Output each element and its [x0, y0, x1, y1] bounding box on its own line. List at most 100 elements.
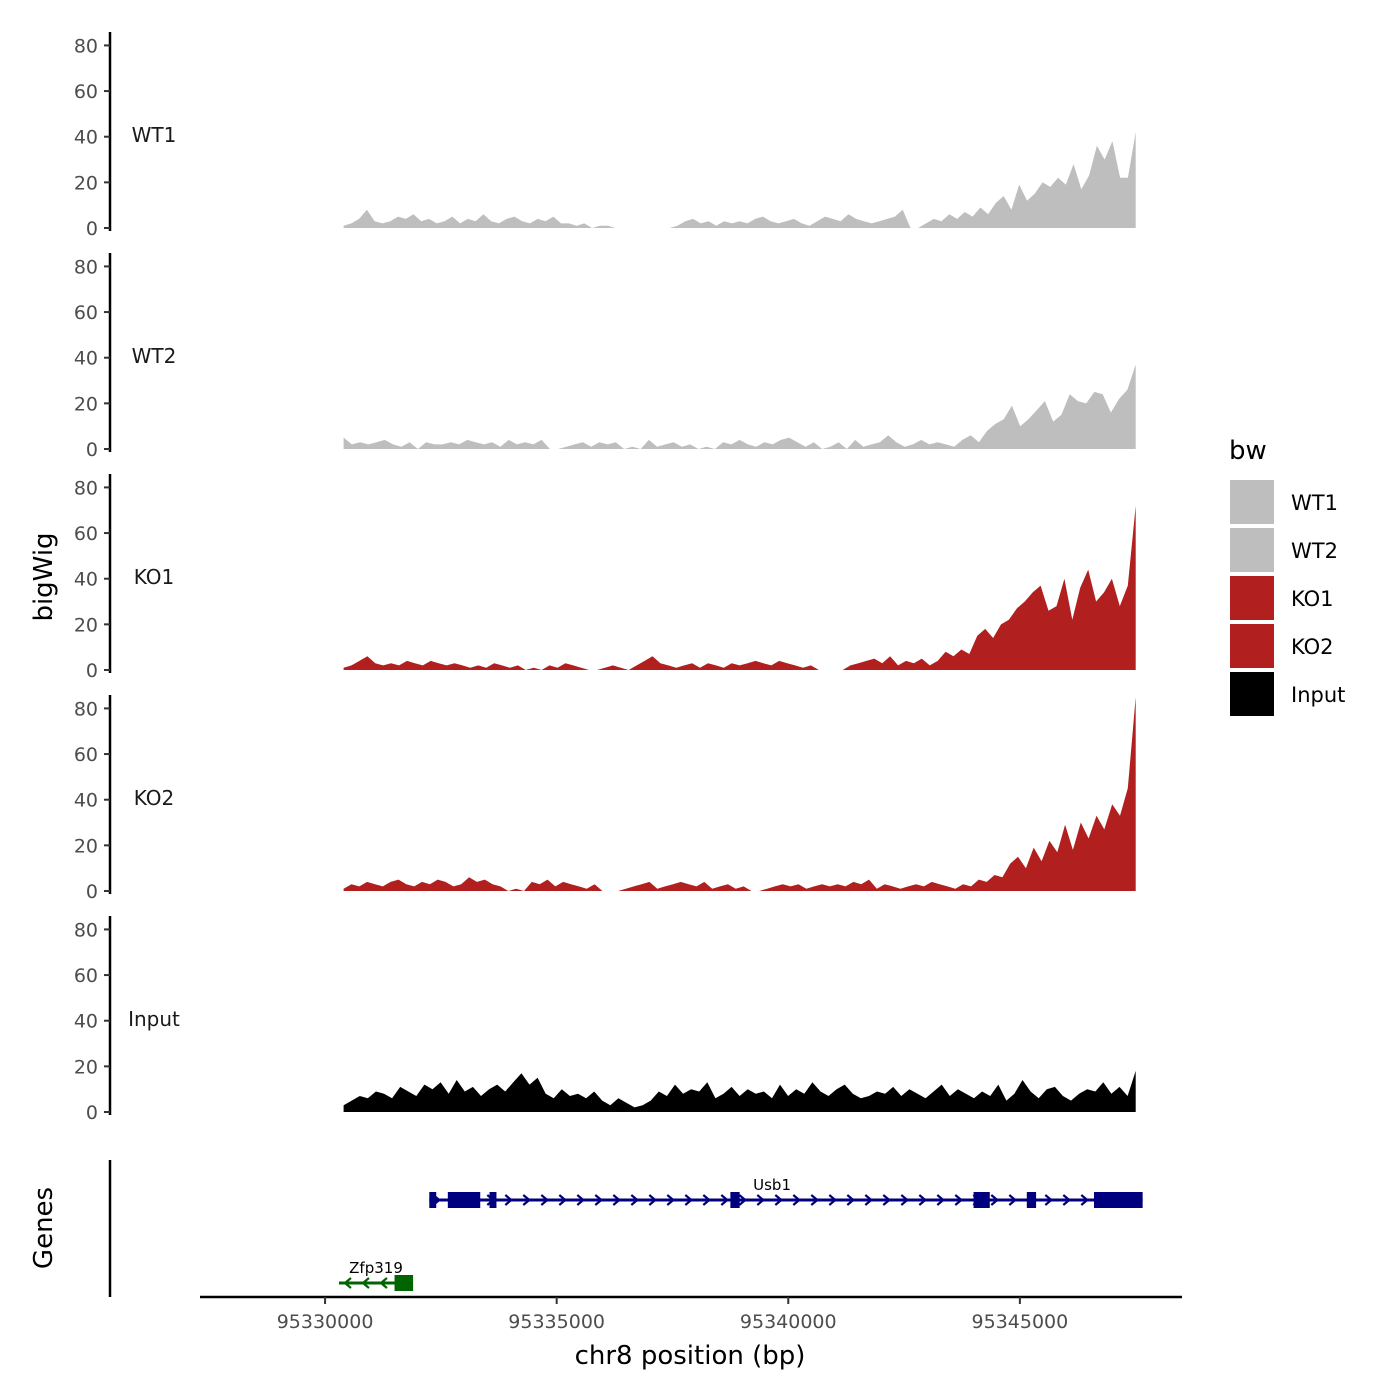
y-tick-label: 20 [74, 1056, 98, 1078]
y-tick-label: 20 [74, 393, 98, 415]
y-tick-label: 0 [86, 660, 98, 682]
y-tick-label: 60 [74, 302, 98, 324]
strand-arrow [702, 1194, 712, 1206]
track-label: WT1 [132, 123, 177, 147]
x-tick-label: 95345000 [972, 1311, 1069, 1333]
strand-arrow [648, 1194, 658, 1206]
gene-zfp319: Zfp319 [338, 1259, 414, 1291]
gene-exon [489, 1192, 497, 1208]
y-tick-label: 20 [74, 172, 98, 194]
track-input: 0 20 40 60 80 Input [74, 916, 1136, 1124]
track-label: KO1 [134, 565, 175, 589]
y-tick-label: 80 [74, 698, 98, 720]
y-tick-label: 60 [74, 523, 98, 545]
strand-arrow [990, 1194, 1000, 1206]
y-tick-label: 0 [86, 439, 98, 461]
track-ko1: 0 20 40 60 80 KO1 [74, 474, 1136, 682]
strand-arrow [720, 1194, 730, 1206]
x-tick-label: 95335000 [508, 1311, 605, 1333]
strand-arrow [522, 1194, 532, 1206]
strand-arrow [343, 1277, 352, 1289]
strand-arrow [504, 1194, 514, 1206]
gene-label: Usb1 [753, 1176, 791, 1194]
strand-arrow [1080, 1194, 1090, 1206]
strand-arrow [756, 1194, 766, 1206]
gene-exon [1093, 1192, 1143, 1208]
gene-usb1: Usb1 [429, 1176, 1143, 1208]
track-label: Input [128, 1007, 180, 1031]
y-tick-label: 80 [74, 919, 98, 941]
signal-area [343, 697, 1136, 891]
strand-arrow [954, 1194, 964, 1206]
y-tick-label: 40 [74, 1011, 98, 1033]
x-axis-title: chr8 position (bp) [575, 1341, 806, 1371]
strand-arrow [1044, 1194, 1054, 1206]
gene-exon [1026, 1192, 1037, 1208]
legend-swatch [1230, 528, 1274, 572]
y-tick-label: 40 [74, 127, 98, 149]
strand-arrow [900, 1194, 910, 1206]
x-tick-label: 95340000 [740, 1311, 837, 1333]
y-tick-label: 60 [74, 965, 98, 987]
legend: bw WT1 WT2 KO1 KO2 Input [1229, 436, 1345, 716]
strand-arrow [361, 1277, 370, 1289]
track-ko2: 0 20 40 60 80 KO2 [74, 695, 1136, 903]
signal-area [343, 505, 1136, 670]
strand-arrow [594, 1194, 604, 1206]
y-tick-label: 20 [74, 614, 98, 636]
strand-arrow [792, 1194, 802, 1206]
y-axis-title: bigWig [29, 532, 59, 621]
legend-label: KO2 [1291, 635, 1334, 659]
strand-arrow [738, 1194, 748, 1206]
strand-arrow [558, 1194, 568, 1206]
gene-track: Usb1 Zfp319 [108, 1160, 1143, 1297]
y-tick-label: 40 [74, 348, 98, 370]
signal-tracks: 0 20 40 60 80 WT1 0 20 40 60 80 WT2 0 20 40 60 80 KO1 0 20 4… [74, 32, 1136, 1124]
strand-arrow [918, 1194, 928, 1206]
strand-arrow [684, 1194, 694, 1206]
gene-exon [394, 1275, 414, 1291]
signal-area [343, 364, 1136, 449]
strand-arrow [630, 1194, 640, 1206]
y-tick-label: 80 [74, 35, 98, 57]
track-wt1: 0 20 40 60 80 WT1 [74, 32, 1136, 240]
legend-label: WT2 [1291, 539, 1338, 563]
gene-exon [730, 1192, 740, 1208]
strand-arrow [936, 1194, 946, 1206]
y-tick-label: 80 [74, 256, 98, 278]
y-tick-label: 20 [74, 835, 98, 857]
strand-arrow [540, 1194, 550, 1206]
legend-swatch [1230, 576, 1274, 620]
strand-arrow [882, 1194, 892, 1206]
track-label: WT2 [132, 344, 177, 368]
x-tick-label: 95330000 [277, 1311, 374, 1333]
gene-exon [429, 1192, 437, 1208]
genes-axis-title: Genes [29, 1187, 59, 1269]
legend-label: KO1 [1291, 587, 1334, 611]
legend-label: WT1 [1291, 491, 1338, 515]
signal-area [343, 1070, 1136, 1112]
track-wt2: 0 20 40 60 80 WT2 [74, 253, 1136, 461]
strand-arrow [1062, 1194, 1072, 1206]
y-tick-label: 40 [74, 569, 98, 591]
y-tick-label: 0 [86, 881, 98, 903]
strand-arrow [864, 1194, 874, 1206]
legend-swatch [1230, 624, 1274, 668]
y-tick-label: 80 [74, 477, 98, 499]
x-axis: 95330000 95335000 95340000 95345000 [200, 1295, 1182, 1333]
strand-arrow [828, 1194, 838, 1206]
strand-arrow [666, 1194, 676, 1206]
gene-exon [973, 1192, 990, 1208]
gene-exon [447, 1192, 481, 1208]
y-tick-label: 40 [74, 790, 98, 812]
legend-label: Input [1291, 683, 1345, 707]
y-tick-label: 60 [74, 81, 98, 103]
strand-arrow [846, 1194, 856, 1206]
signal-area [343, 132, 1136, 228]
legend-swatch [1230, 672, 1274, 716]
y-tick-label: 0 [86, 1102, 98, 1124]
strand-arrow [810, 1194, 820, 1206]
strand-arrow [576, 1194, 586, 1206]
strand-arrow [1008, 1194, 1018, 1206]
